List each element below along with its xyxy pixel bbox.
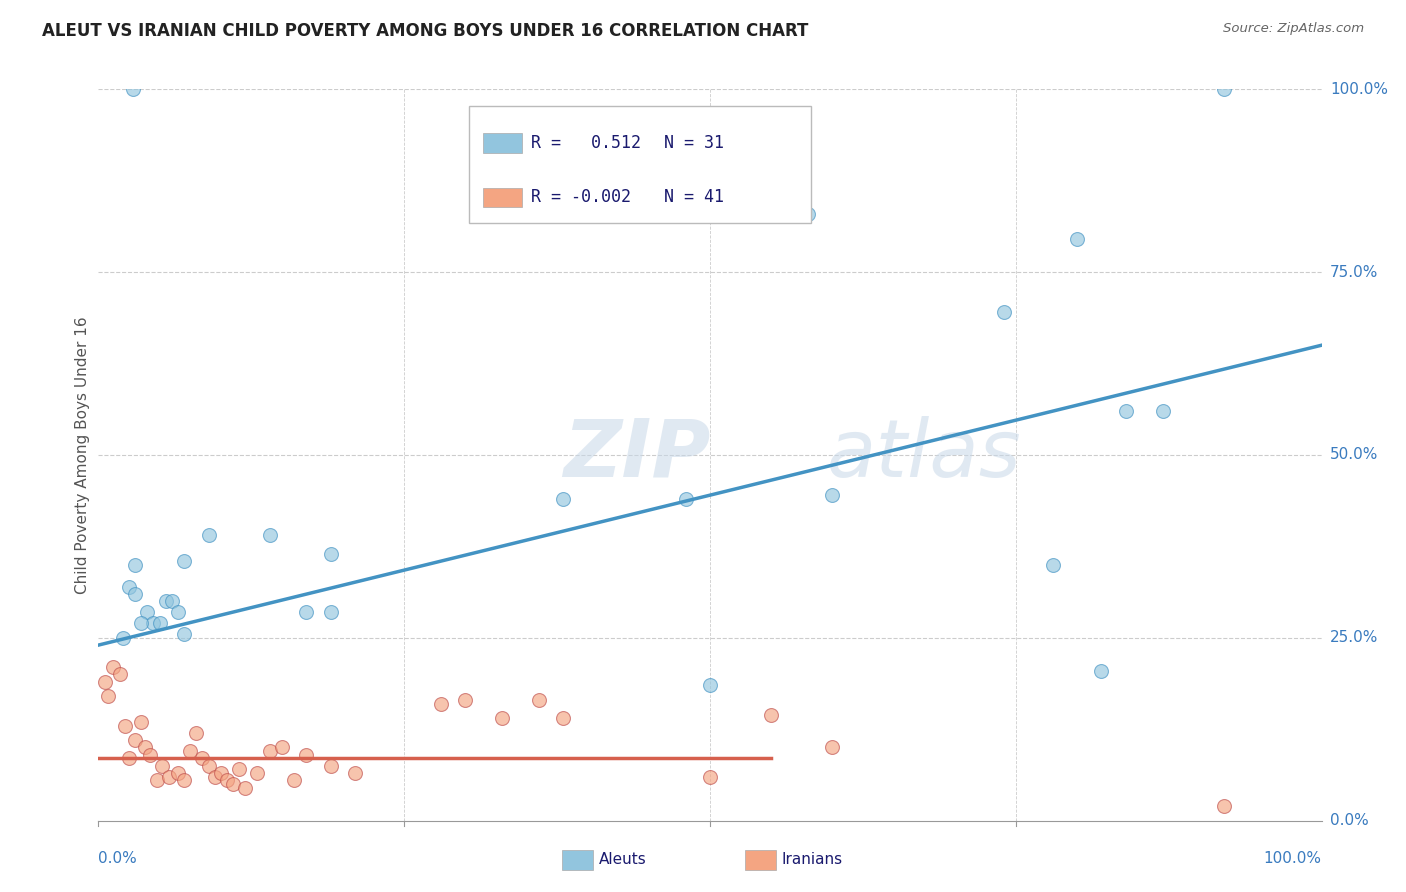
Point (319, 547, 342, 561)
Point (110, 667, 132, 681)
Text: 0.0%: 0.0% (98, 851, 138, 866)
Point (344, 766, 367, 780)
Point (215, 773, 238, 788)
Point (1115, 404, 1137, 418)
Point (295, 747, 318, 762)
Text: R = -0.002: R = -0.002 (530, 188, 630, 206)
Text: N = 41: N = 41 (664, 188, 724, 206)
Point (111, 631, 134, 645)
Point (136, 605, 159, 619)
Point (197, 528, 219, 542)
Point (139, 747, 162, 762)
Text: 0.0%: 0.0% (1330, 814, 1368, 828)
Point (1212, 82, 1234, 96)
Point (430, 697, 453, 711)
Point (204, 770, 226, 784)
Point (150, 758, 173, 772)
Point (167, 605, 190, 619)
Point (209, 766, 232, 780)
Point (191, 751, 214, 765)
Point (101, 660, 124, 674)
Point (1090, 664, 1112, 678)
Point (527, 693, 550, 707)
Text: atlas: atlas (827, 416, 1021, 494)
Point (319, 758, 342, 772)
Point (93, 674, 115, 689)
Point (197, 758, 219, 772)
Point (121, 82, 143, 96)
Point (157, 770, 180, 784)
Point (1152, 404, 1174, 418)
Text: Iranians: Iranians (782, 853, 842, 867)
Point (553, 491, 575, 506)
Point (259, 528, 281, 542)
Point (173, 554, 195, 568)
Point (821, 488, 844, 502)
Point (124, 558, 146, 572)
Point (699, 678, 721, 692)
Point (114, 718, 136, 732)
Point (228, 763, 250, 777)
Point (491, 711, 513, 725)
Point (233, 780, 256, 795)
Point (222, 777, 245, 791)
Point (699, 770, 721, 784)
Point (993, 305, 1015, 319)
Point (319, 605, 342, 619)
Point (149, 616, 172, 631)
Point (283, 773, 305, 788)
Text: ZIP: ZIP (564, 416, 710, 494)
Point (167, 766, 190, 780)
Point (1042, 558, 1064, 572)
Text: 25.0%: 25.0% (1330, 631, 1378, 645)
Point (246, 766, 269, 780)
Point (259, 744, 281, 758)
Y-axis label: Child Poverty Among Boys Under 16: Child Poverty Among Boys Under 16 (75, 316, 90, 594)
Point (797, 206, 820, 220)
Point (118, 751, 141, 765)
Point (173, 627, 195, 641)
Text: Aleuts: Aleuts (599, 853, 647, 867)
Point (186, 726, 208, 740)
Text: N = 31: N = 31 (664, 134, 724, 152)
Text: 100.0%: 100.0% (1330, 82, 1388, 96)
Point (270, 740, 294, 755)
Point (1212, 799, 1234, 814)
Point (155, 594, 177, 608)
Point (124, 733, 146, 747)
Point (821, 740, 844, 755)
Point (160, 594, 183, 608)
Text: Source: ZipAtlas.com: Source: ZipAtlas.com (1223, 22, 1364, 36)
Point (129, 616, 152, 631)
Point (761, 707, 783, 722)
Point (675, 491, 697, 506)
Point (295, 605, 318, 619)
Point (146, 773, 169, 788)
Point (118, 580, 141, 594)
Point (553, 711, 575, 725)
Text: R =   0.512: R = 0.512 (530, 134, 641, 152)
Point (97, 690, 120, 704)
Text: 50.0%: 50.0% (1330, 448, 1378, 462)
Point (124, 587, 146, 601)
Point (173, 773, 195, 788)
Text: 75.0%: 75.0% (1330, 265, 1378, 279)
Text: ALEUT VS IRANIAN CHILD POVERTY AMONG BOYS UNDER 16 CORRELATION CHART: ALEUT VS IRANIAN CHILD POVERTY AMONG BOY… (42, 22, 808, 40)
Point (142, 616, 165, 631)
Point (129, 714, 152, 729)
Point (179, 744, 201, 758)
Point (454, 693, 477, 707)
Point (1066, 232, 1088, 246)
Point (134, 740, 156, 755)
Text: 100.0%: 100.0% (1264, 851, 1322, 866)
